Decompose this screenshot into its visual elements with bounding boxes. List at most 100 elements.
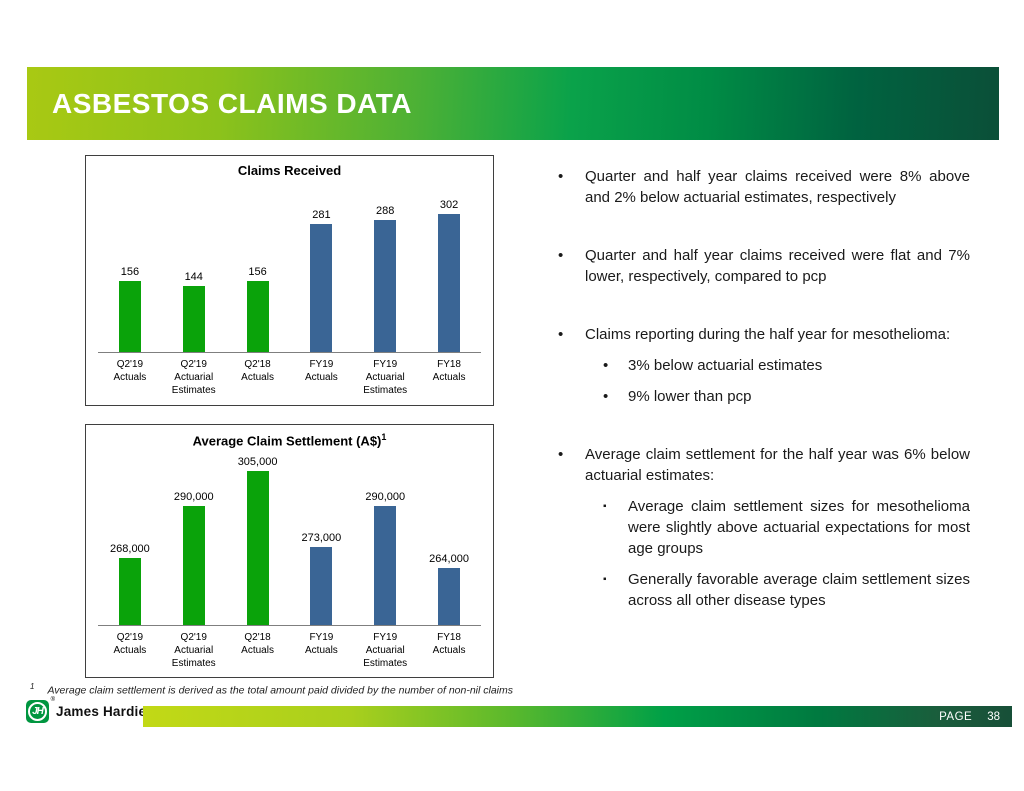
bullet-item: • Quarter and half year claims received w…: [558, 166, 970, 208]
bullet-group: • Claims reporting during the half year f…: [558, 324, 970, 407]
bar: [374, 220, 397, 352]
bullet-item: • Quarter and half year claims received w…: [558, 245, 970, 287]
bar-value-label: 302: [439, 199, 459, 211]
chart-plot-area: 268,000 290,000 305,000 273,000 290,000 264,0…: [98, 444, 481, 626]
category-label: Q2'18 Actuals: [241, 632, 274, 656]
bar: [246, 281, 269, 352]
sub-bullet-marker: ▪: [603, 574, 607, 585]
bar-column: 268,000: [98, 543, 162, 625]
bar: [118, 281, 141, 352]
bar-column: 264,000: [417, 553, 481, 625]
bullet-group: • Quarter and half year claims received w…: [558, 166, 970, 208]
bullet-text: Claims reporting during the half year fo…: [585, 326, 951, 343]
chart-plot-area: 156 144 156 281 288 302: [98, 177, 481, 353]
chart-title: Claims Received: [237, 163, 342, 178]
chart-title-superscript: 1: [381, 432, 387, 442]
bar-column: 290,000: [353, 491, 417, 625]
brand-logo: JH ® James Hardie: [26, 697, 147, 723]
logo-ring: JH: [28, 702, 47, 721]
sub-bullet-marker: •: [603, 357, 609, 374]
chart-x-axis-labels: Q2'19 Actuals Q2'19 Actuarial Estimates Q2…: [98, 631, 481, 670]
bullet-text: Quarter and half year claims received we…: [585, 168, 970, 206]
bar-value-label: 290,000: [173, 491, 214, 503]
bar-value-label: 281: [312, 209, 331, 221]
bar: [118, 558, 141, 625]
bar-column: 281: [289, 209, 353, 352]
bar-value-label: 273,000: [301, 532, 342, 544]
bar-value-label: 144: [184, 271, 203, 283]
sub-bullet-text: Generally favorable average claim settle…: [628, 571, 970, 609]
bar-column: 156: [226, 266, 290, 352]
bullet-text: Quarter and half year claims received we…: [585, 247, 970, 285]
sub-bullet-text: 3% below actuarial estimates: [628, 357, 823, 374]
bar-value-label: 156: [120, 266, 140, 278]
bullet-marker: •: [558, 326, 564, 343]
bar: [182, 506, 205, 625]
bar-column: 305,000: [226, 456, 290, 625]
bullet-group: • Quarter and half year claims received w…: [558, 245, 970, 287]
footnote: 1 Average claim settlement is derived as …: [30, 682, 513, 697]
bullet-marker: •: [558, 168, 564, 185]
james-hardie-logo-icon: JH ®: [26, 697, 55, 723]
sub-bullet-text: Average claim settlement sizes for mesot…: [628, 498, 970, 557]
average-claim-settlement-chart: Average Claim Settlement (A$)1 268,000 29…: [85, 424, 494, 678]
bar-value-label: 264,000: [429, 553, 469, 565]
bar-column: 144: [162, 271, 226, 352]
sub-bullet-marker: ▪: [603, 501, 607, 512]
bullet-marker: •: [558, 247, 564, 264]
claims-received-chart: Claims Received 156 144 156 281 288 302 Q2'19…: [85, 155, 494, 406]
sub-bullet-item: ▪ Average claim settlement sizes for meso…: [603, 496, 970, 559]
category-label: Q2'19 Actuals: [113, 632, 147, 656]
category-label: Q2'19 Actuarial Estimates: [171, 632, 216, 669]
bar: [182, 286, 205, 352]
bullet-list: • Quarter and half year claims received w…: [558, 166, 970, 611]
registered-mark: ®: [50, 697, 55, 703]
category-label: Q2'19 Actuals: [113, 359, 147, 383]
bar-value-label: 290,000: [365, 491, 406, 503]
footer-bar: PAGE 38: [143, 706, 1012, 727]
category-label: FY19 Actuals: [305, 359, 338, 383]
bullet-group: • Average claim settlement for the half y…: [558, 444, 970, 611]
bullet-item: • Average claim settlement for the half y…: [558, 444, 970, 486]
bar-column: 290,000: [162, 491, 226, 625]
bar-value-label: 288: [376, 205, 395, 217]
footnote-text: Average claim settlement is derived as t…: [47, 684, 514, 697]
slide-title-bar: ASBESTOS CLAIMS DATA: [27, 67, 999, 140]
bar-column: 302: [417, 199, 481, 352]
category-label: FY18 Actuals: [432, 632, 466, 656]
slide-title: ASBESTOS CLAIMS DATA: [52, 87, 413, 119]
bullet-marker: •: [558, 446, 564, 463]
bar: [246, 471, 269, 625]
category-label: FY19 Actuarial Estimates: [363, 632, 408, 669]
category-label: Q2'19 Actuarial Estimates: [171, 359, 216, 396]
sub-bullet-item: • 9% lower than pcp: [603, 386, 970, 407]
category-label: FY18 Actuals: [432, 359, 466, 383]
sub-bullet-item: ▪ Generally favorable average claim settl…: [603, 569, 970, 611]
bar-column: 288: [353, 205, 417, 352]
page-label: PAGE: [939, 710, 973, 723]
bullet-item: • Claims reporting during the half year f…: [558, 324, 970, 345]
bar-value-label: 156: [248, 266, 267, 278]
sub-bullet-text: 9% lower than pcp: [628, 388, 752, 405]
sub-bullet-marker: •: [603, 388, 609, 405]
logo-monogram: JH: [32, 706, 44, 717]
category-label: Q2'18 Actuals: [241, 359, 274, 383]
bar-value-label: 305,000: [237, 456, 278, 468]
category-label: FY19 Actuarial Estimates: [363, 359, 408, 396]
footnote-marker: 1: [30, 682, 35, 691]
bullet-text: Average claim settlement for the half ye…: [585, 446, 970, 484]
bar: [438, 214, 461, 352]
category-label: FY19 Actuals: [305, 632, 338, 656]
sub-bullet-item: • 3% below actuarial estimates: [603, 355, 970, 376]
chart-x-axis-labels: Q2'19 Actuals Q2'19 Actuarial Estimates Q2…: [98, 358, 481, 397]
bar: [310, 224, 333, 352]
bar-column: 273,000: [289, 532, 353, 625]
bar: [438, 568, 461, 625]
bar: [374, 506, 397, 625]
chart-title: Average Claim Settlement (A$)1: [192, 432, 387, 449]
brand-name: James Hardie: [56, 704, 147, 719]
bar: [310, 547, 333, 625]
bar-value-label: 268,000: [110, 543, 150, 555]
page-number: 38: [987, 710, 1000, 723]
bar-column: 156: [98, 266, 162, 352]
